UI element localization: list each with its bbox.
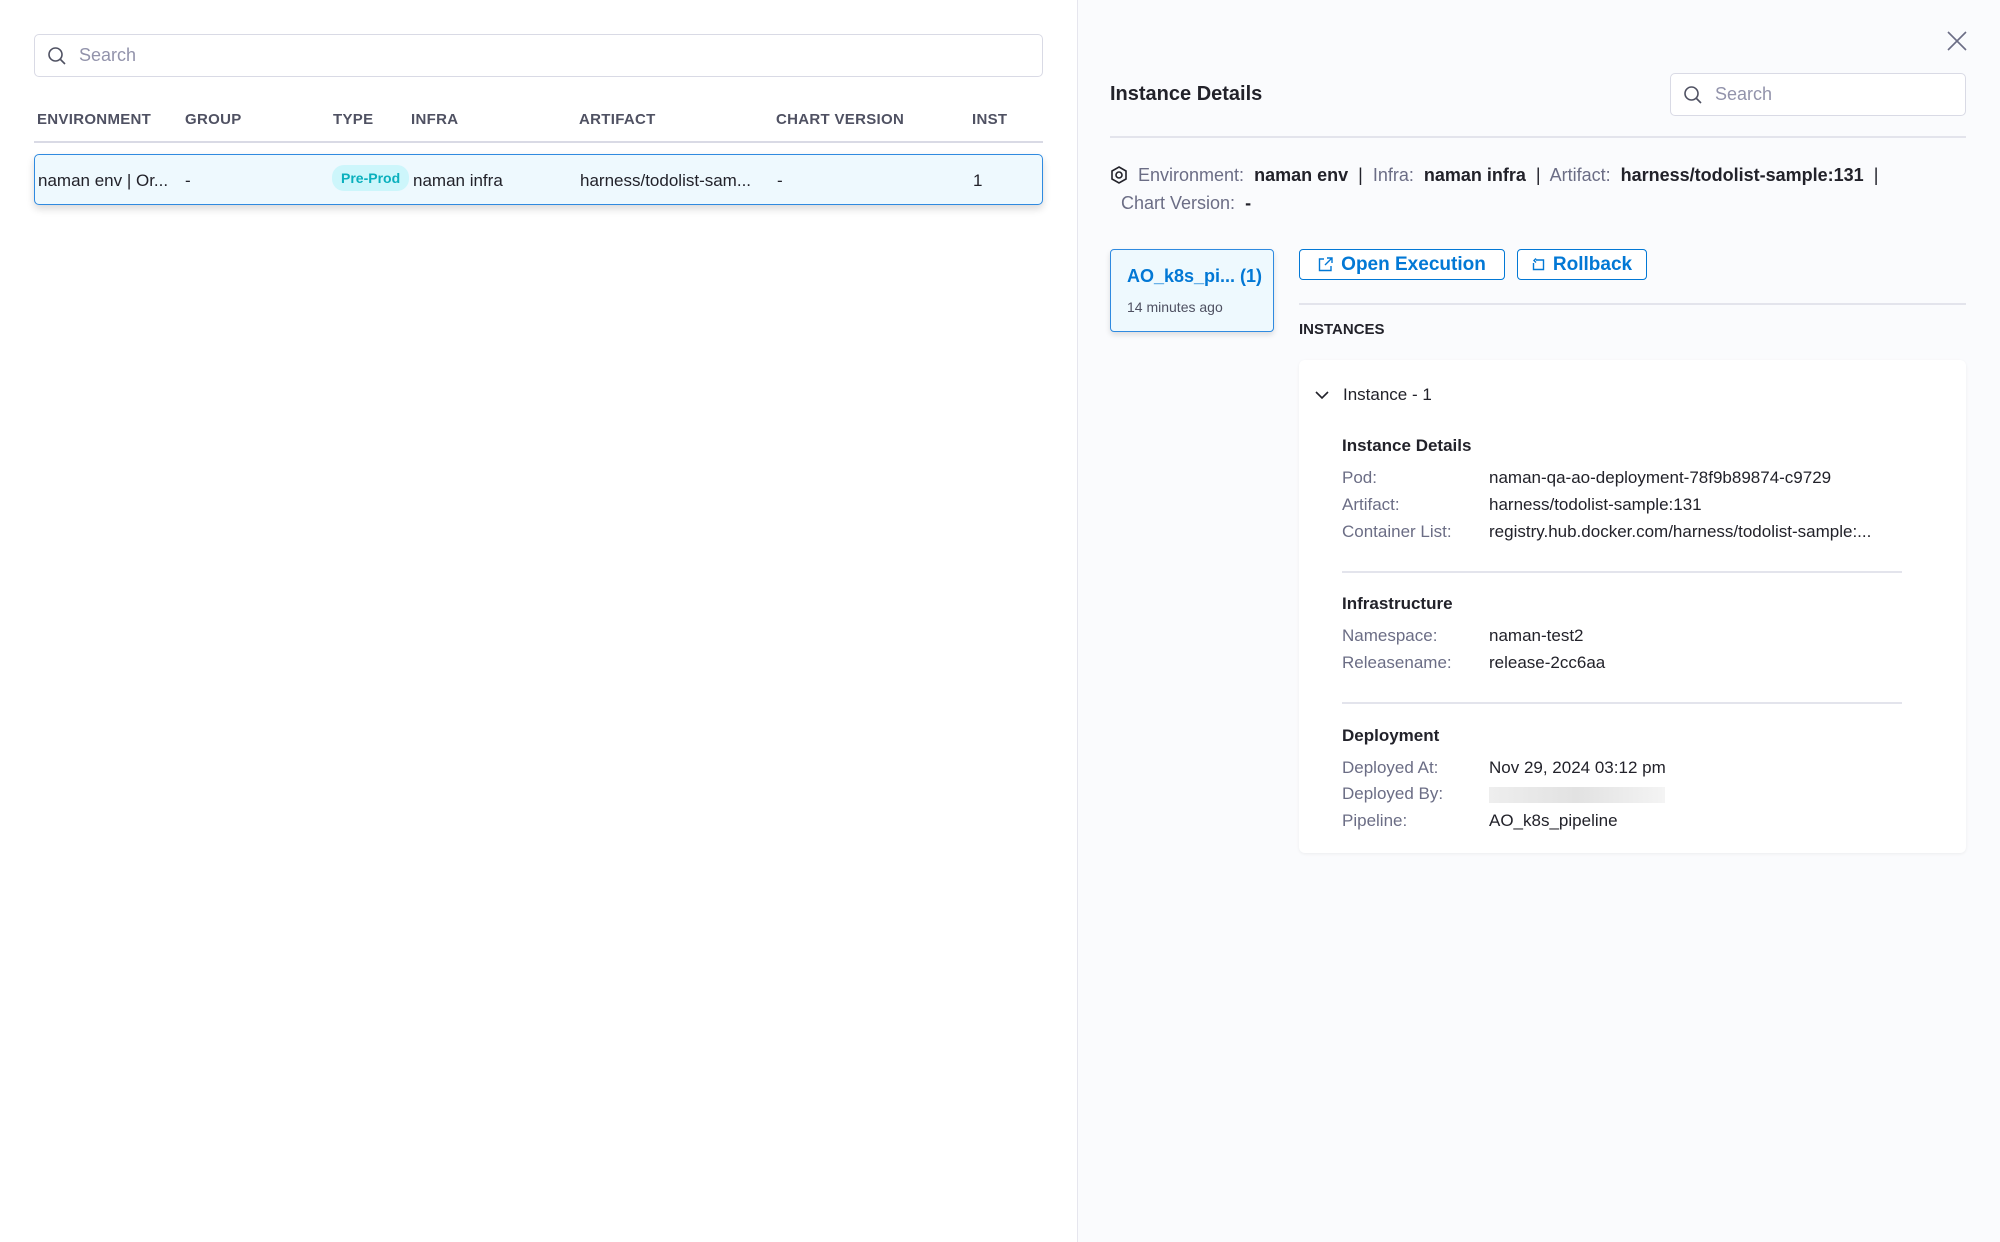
chart-version-label: Chart Version:: [1121, 193, 1236, 213]
namespace-value: naman-test2: [1489, 626, 1584, 645]
section-divider: [1342, 702, 1902, 704]
chevron-down-icon: [1315, 391, 1329, 400]
infra-value: naman infra: [1423, 165, 1526, 185]
column-header-chart-version[interactable]: CHART VERSION: [776, 111, 905, 128]
instance-toggle[interactable]: Instance - 1: [1315, 385, 1432, 405]
infra-label: Infra:: [1372, 165, 1414, 185]
pipeline-value: AO_k8s_pipeline: [1489, 811, 1618, 830]
instances-table-panel: ENVIRONMENT GROUP TYPE INFRA ARTIFACT CH…: [34, 0, 1078, 1242]
deployed-at-value: Nov 29, 2024 03:12 pm: [1489, 758, 1666, 777]
cell-chart-version: -: [777, 171, 783, 190]
environment-icon: [1111, 166, 1127, 184]
column-header-infra[interactable]: INFRA: [411, 111, 459, 128]
search-input[interactable]: [79, 45, 925, 66]
drawer-title: Instance Details: [1110, 83, 1263, 105]
instance-title: Instance - 1: [1343, 385, 1432, 404]
env-value: naman env: [1254, 165, 1349, 185]
instance-details-drawer: Instance Details Environment: naman env …: [1078, 0, 2000, 1242]
search-icon: [1684, 85, 1702, 104]
infrastructure-heading: Infrastructure: [1342, 594, 1453, 613]
deployed-by-redacted: [1489, 787, 1665, 803]
cell-infra: naman infra: [413, 171, 503, 190]
header-divider: [34, 141, 1043, 143]
chart-version-value: -: [1245, 193, 1252, 213]
artifact-value: harness/todolist-sample:131: [1489, 495, 1702, 514]
summary-line: Environment: naman env | Infra: naman in…: [1110, 161, 1970, 217]
deployment-heading: Deployment: [1342, 726, 1440, 745]
column-header-group[interactable]: GROUP: [185, 111, 242, 128]
details-search-input[interactable]: [1715, 84, 1955, 105]
artifact-value: harness/todolist-sample:131: [1620, 165, 1864, 185]
details-search[interactable]: [1670, 73, 1966, 116]
column-header-type[interactable]: TYPE: [333, 111, 374, 128]
table-search[interactable]: [34, 34, 1043, 77]
close-icon[interactable]: [1947, 31, 1967, 51]
artifact-label: Artifact:: [1549, 165, 1611, 185]
execution-time: 14 minutes ago: [1127, 299, 1223, 315]
pod-value: naman-qa-ao-deployment-78f9b89874-c9729: [1489, 468, 1832, 487]
namespace-label: Namespace:: [1342, 626, 1438, 645]
deployed-by-label: Deployed By:: [1342, 784, 1444, 803]
type-badge: Pre-Prod: [332, 165, 410, 191]
instance-card: Instance - 1 Instance Details Pod: naman…: [1299, 360, 1966, 853]
pipeline-execution-card[interactable]: AO_k8s_pi... (1) 14 minutes ago: [1110, 249, 1274, 332]
releasename-value: release-2cc6aa: [1489, 653, 1606, 672]
deployed-at-label: Deployed At:: [1342, 758, 1439, 777]
column-header-environment[interactable]: ENVIRONMENT: [37, 111, 152, 128]
pipeline-name: AO_k8s_pi... (1): [1127, 266, 1263, 286]
title-divider: [1110, 136, 1966, 138]
rollback-label: Rollback: [1552, 253, 1633, 275]
search-icon: [48, 46, 66, 65]
rollback-icon: [1532, 258, 1545, 271]
instances-heading: INSTANCES: [1299, 321, 1385, 338]
env-label: Environment:: [1138, 165, 1245, 185]
open-execution-label: Open Execution: [1341, 253, 1486, 275]
instance-details-heading: Instance Details: [1342, 436, 1472, 455]
column-header-instances[interactable]: INST: [972, 111, 1008, 128]
artifact-label: Artifact:: [1342, 495, 1400, 514]
column-header-artifact[interactable]: ARTIFACT: [579, 111, 656, 128]
cell-group: -: [185, 171, 191, 190]
releasename-label: Releasename:: [1342, 653, 1452, 672]
buttons-divider: [1299, 303, 1966, 305]
section-divider: [1342, 571, 1902, 573]
cell-artifact: harness/todolist-sam...: [580, 171, 752, 190]
table-row[interactable]: naman env | Or... - Pre-Prod naman infra…: [34, 154, 1043, 205]
open-execution-button[interactable]: Open Execution: [1299, 249, 1505, 280]
cell-environment: naman env | Or...: [38, 171, 169, 190]
rollback-button[interactable]: Rollback: [1517, 249, 1647, 280]
container-list-value: registry.hub.docker.com/harness/todolist…: [1489, 522, 1872, 541]
pipeline-label: Pipeline:: [1342, 811, 1408, 830]
pod-label: Pod:: [1342, 468, 1377, 487]
cell-instances: 1: [973, 171, 983, 190]
container-list-label: Container List:: [1342, 522, 1452, 541]
external-link-icon: [1318, 257, 1333, 272]
